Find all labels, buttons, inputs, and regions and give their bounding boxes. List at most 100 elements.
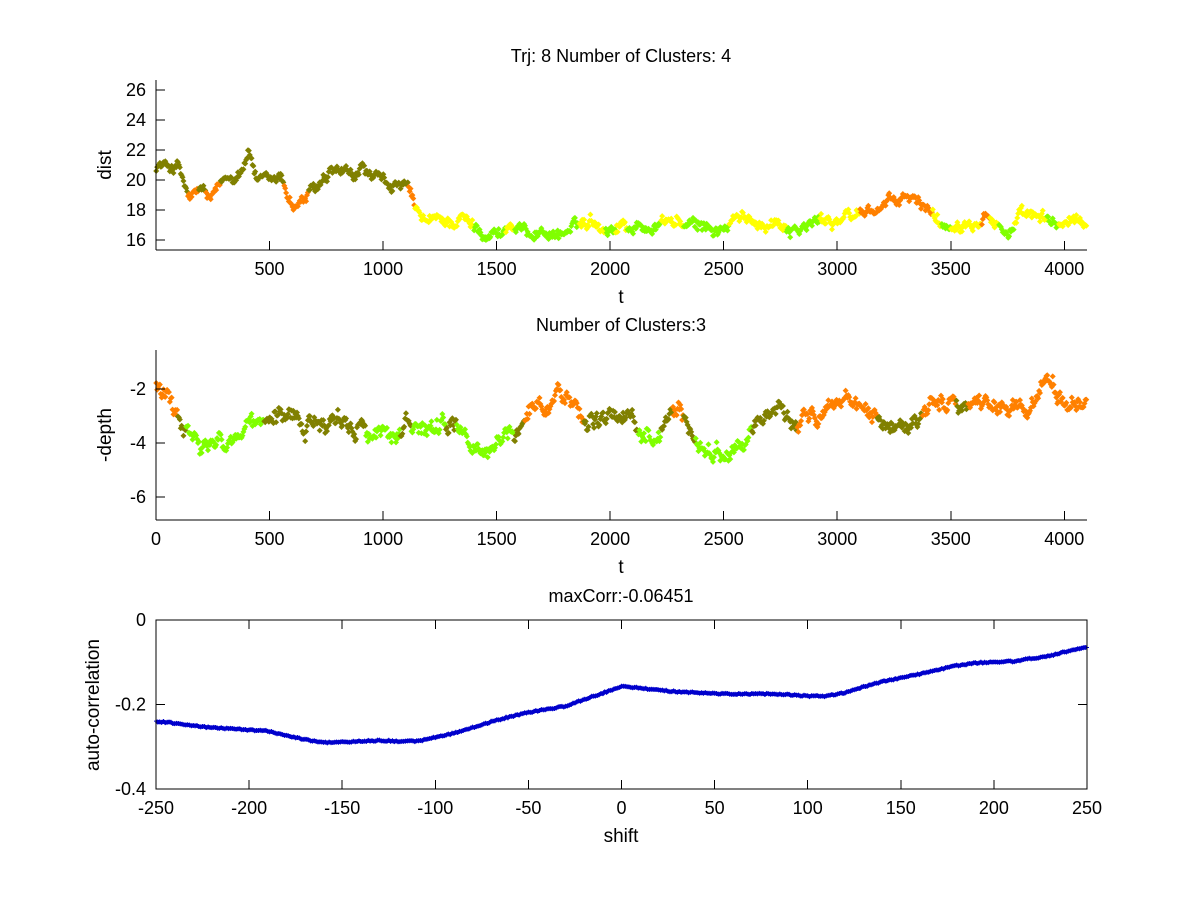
line-marker [917, 672, 922, 678]
line-marker [662, 688, 667, 694]
line-marker [617, 684, 622, 690]
data-point [188, 193, 195, 200]
line-marker [800, 693, 805, 699]
line-marker [410, 738, 415, 744]
data-point [710, 458, 717, 465]
line-marker [394, 738, 399, 744]
line-marker [643, 685, 648, 691]
line-marker [1077, 646, 1082, 652]
line-marker [492, 718, 497, 724]
data-point [213, 441, 220, 448]
line-marker [237, 726, 242, 732]
line-marker [537, 707, 542, 713]
line-marker [762, 691, 767, 697]
data-point [1063, 399, 1070, 406]
data-point [168, 394, 175, 401]
data-point [749, 429, 756, 436]
data-point [484, 454, 491, 461]
data-point [388, 439, 395, 446]
data-point [865, 405, 872, 412]
data-point [630, 413, 637, 420]
data-point [1013, 219, 1020, 226]
line-marker [669, 689, 674, 695]
line-marker [1017, 658, 1022, 664]
data-point [865, 202, 872, 209]
data-point [377, 432, 384, 439]
data-point [1065, 222, 1072, 229]
line-marker [554, 705, 559, 711]
line-marker [595, 692, 600, 698]
line-marker [567, 702, 572, 708]
line-marker [837, 690, 842, 696]
y-ticks: -6 -4 -2 [130, 379, 165, 507]
data-point [214, 436, 221, 443]
data-point [745, 434, 752, 441]
x-tick-label: 0 [616, 798, 626, 818]
data-point [551, 392, 558, 399]
line-marker [1012, 659, 1017, 665]
data-point [631, 419, 638, 426]
data-point [694, 226, 701, 233]
line-marker [885, 678, 890, 684]
x-tick-label: 200 [979, 798, 1009, 818]
data-point [1014, 214, 1021, 221]
data-point [682, 414, 689, 421]
data-point [925, 407, 932, 414]
line-marker [883, 678, 888, 684]
data-point [170, 169, 177, 176]
data-point [278, 172, 285, 179]
data-point [436, 426, 443, 433]
line-marker [533, 708, 538, 714]
line-marker [880, 678, 885, 684]
line-marker [280, 732, 285, 738]
y-tick-label: 22 [126, 140, 146, 160]
line-marker [675, 689, 680, 695]
data-point [495, 226, 502, 233]
data-point [304, 422, 311, 429]
data-point [809, 222, 816, 229]
data-point [410, 195, 417, 202]
line-marker [366, 737, 371, 743]
line-marker [377, 737, 382, 743]
subplot-autocorrelation: maxCorr:-0.06451 -250 -200 -150 -100 -50 0 50 1… [83, 586, 1102, 847]
data-point [795, 428, 802, 435]
data-point [585, 223, 592, 230]
line-marker [349, 739, 354, 745]
line-marker [878, 679, 883, 685]
data-point [443, 424, 450, 431]
data-point [677, 401, 684, 408]
line-marker [444, 732, 449, 738]
data-point [815, 420, 822, 427]
line-marker [455, 730, 460, 736]
line-marker [515, 712, 520, 718]
x-tick-label: 500 [255, 529, 285, 549]
line-marker [580, 697, 585, 703]
data-point [453, 223, 460, 230]
data-point [576, 405, 583, 412]
data-point [310, 423, 317, 430]
line-marker [204, 725, 209, 731]
data-point [536, 394, 543, 401]
y-axis-label: -depth [95, 408, 116, 462]
x-tick-label: 0 [151, 529, 161, 549]
line-marker [451, 730, 456, 736]
data-point [324, 174, 331, 181]
data-point [248, 410, 255, 417]
data-point [620, 409, 627, 416]
data-point [180, 432, 187, 439]
x-tick-label: 4000 [1044, 259, 1084, 279]
data-point [250, 162, 257, 169]
axes-box [155, 619, 1088, 790]
line-marker [530, 709, 535, 715]
data-point [450, 422, 457, 429]
x-tick-label: 100 [793, 798, 823, 818]
data-point [1059, 394, 1066, 401]
data-point [692, 435, 699, 442]
data-point [659, 213, 666, 220]
line-marker [1057, 651, 1062, 657]
line-marker [1036, 655, 1041, 661]
data-point [389, 187, 396, 194]
x-tick-label: -100 [417, 798, 453, 818]
line-marker [783, 692, 788, 698]
data-point [306, 413, 313, 420]
